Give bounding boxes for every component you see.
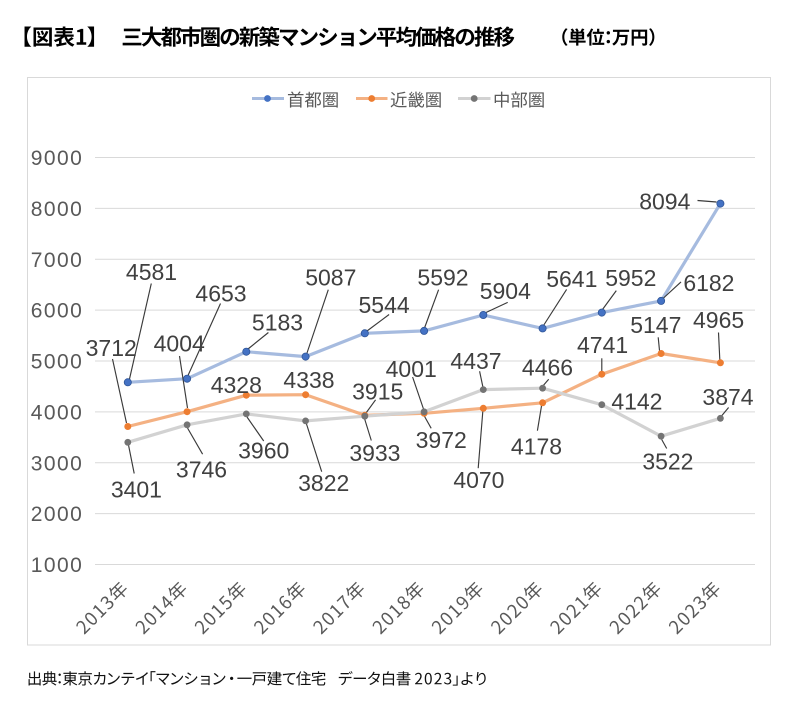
svg-text:5641: 5641 [546, 266, 597, 292]
svg-text:5087: 5087 [305, 265, 356, 291]
svg-text:3915: 3915 [352, 379, 403, 405]
svg-text:3712: 3712 [86, 335, 137, 361]
svg-text:5000: 5000 [31, 351, 84, 374]
svg-text:8094: 8094 [639, 189, 690, 215]
svg-text:5952: 5952 [605, 265, 656, 291]
svg-text:6182: 6182 [683, 270, 734, 296]
svg-text:5592: 5592 [417, 265, 468, 291]
svg-text:5183: 5183 [252, 310, 303, 336]
svg-text:3933: 3933 [349, 440, 400, 466]
svg-text:4437: 4437 [450, 348, 501, 374]
svg-text:4142: 4142 [611, 388, 662, 414]
svg-text:3874: 3874 [702, 384, 753, 410]
svg-text:3960: 3960 [238, 437, 289, 463]
svg-text:4070: 4070 [453, 467, 504, 493]
svg-text:5147: 5147 [630, 312, 681, 338]
svg-text:4466: 4466 [522, 354, 573, 380]
svg-text:3972: 3972 [416, 427, 467, 453]
svg-text:1000: 1000 [31, 554, 84, 577]
svg-text:6000: 6000 [31, 300, 84, 323]
svg-text:3822: 3822 [298, 470, 349, 496]
svg-text:5544: 5544 [359, 292, 410, 318]
svg-text:3401: 3401 [111, 477, 162, 503]
svg-text:9000: 9000 [31, 147, 84, 170]
svg-text:4178: 4178 [511, 433, 562, 459]
svg-text:4653: 4653 [195, 280, 246, 306]
svg-text:3746: 3746 [176, 456, 227, 482]
svg-text:3522: 3522 [642, 449, 693, 475]
svg-text:5904: 5904 [480, 278, 531, 304]
svg-text:4338: 4338 [283, 367, 334, 393]
svg-text:4001: 4001 [386, 356, 437, 382]
svg-text:7000: 7000 [31, 249, 84, 272]
svg-text:4581: 4581 [126, 259, 177, 285]
svg-text:4741: 4741 [577, 332, 628, 358]
svg-text:3000: 3000 [31, 452, 84, 475]
svg-text:8000: 8000 [31, 198, 84, 221]
svg-text:2000: 2000 [31, 503, 84, 526]
svg-text:4328: 4328 [211, 372, 262, 398]
svg-text:4965: 4965 [693, 307, 744, 333]
svg-text:4004: 4004 [154, 331, 205, 357]
svg-text:4000: 4000 [31, 402, 84, 425]
